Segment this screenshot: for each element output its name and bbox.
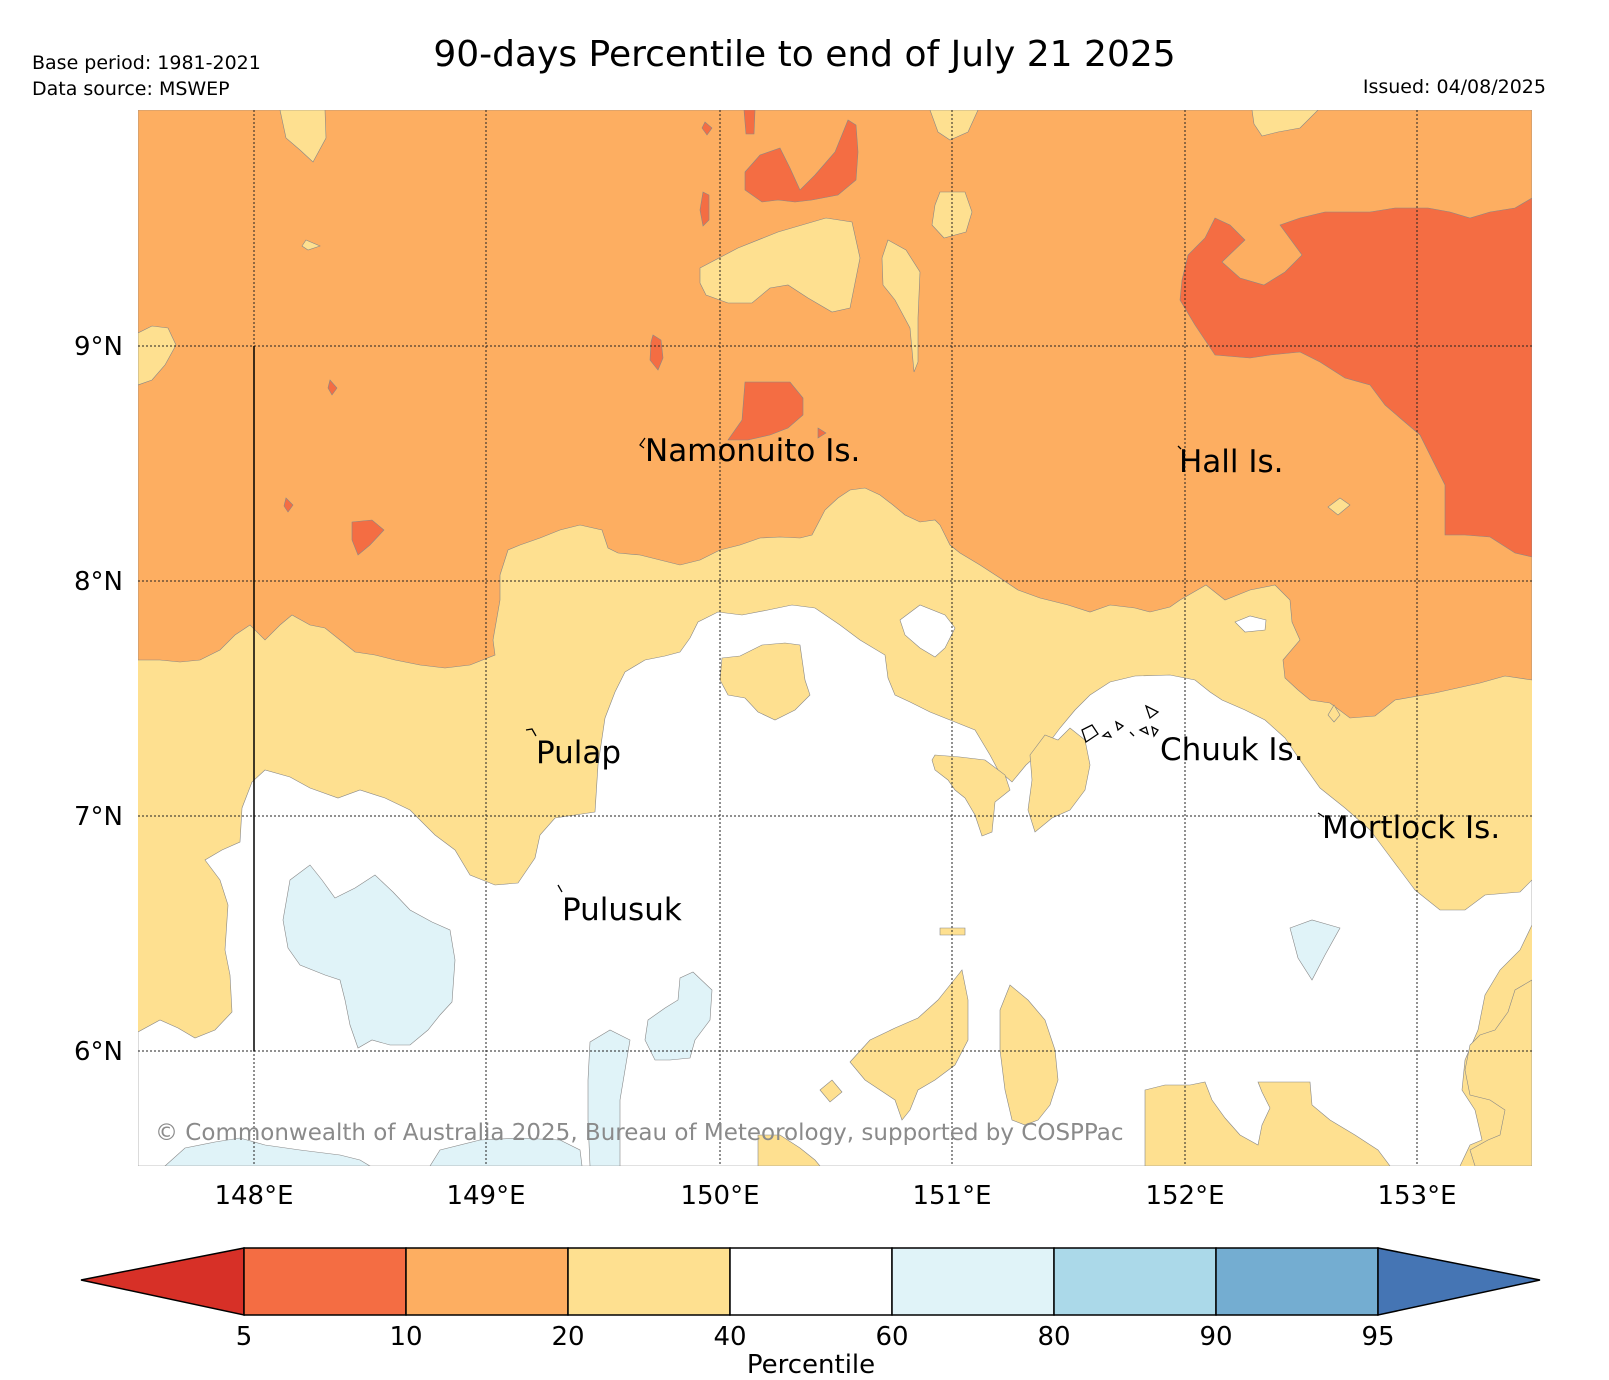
map-metadata: Base period: 1981-2021 Data source: MSWE… — [32, 50, 261, 102]
region-60-80-south-1 — [587, 1029, 631, 1166]
colorbar-segment-20-40 — [567, 1247, 731, 1316]
colorbar — [80, 1247, 1541, 1316]
label-namonuito: Namonuito Is. — [645, 433, 860, 469]
colorbar-label: Percentile — [747, 1350, 875, 1380]
region-20-40-north-center — [699, 217, 861, 313]
region-20-40-north-notch — [279, 110, 327, 163]
base-period: Base period: 1981-2021 — [32, 52, 261, 74]
colorbar-tick-40: 40 — [713, 1322, 746, 1352]
region-5-10-northeast — [1179, 197, 1532, 558]
colorbar-tick-60: 60 — [875, 1322, 908, 1352]
region-20-40-south-2 — [999, 984, 1059, 1126]
colorbar-tick-10: 10 — [389, 1322, 422, 1352]
region-5-10-dot-1 — [327, 379, 338, 396]
lon-tick-149: 149°E — [446, 1181, 525, 1211]
pulusuk-island-outline — [557, 884, 563, 893]
region-40-60-islet-2 — [1234, 615, 1267, 633]
lat-tick-7: 7°N — [74, 802, 123, 832]
region-5-10-dot-4 — [817, 427, 827, 439]
colorbar-ticks: 5 10 20 40 60 80 90 95 — [236, 1322, 1395, 1352]
chuuk-island-outline — [1081, 704, 1160, 744]
region-40-60-south — [138, 604, 1532, 1166]
lon-tick-150: 150°E — [680, 1181, 759, 1211]
label-chuuk: Chuuk Is. — [1160, 732, 1304, 768]
colorbar-segment-10-20 — [405, 1247, 569, 1316]
colorbar-extend-low — [80, 1247, 245, 1316]
label-mortlock: Mortlock Is. — [1322, 810, 1500, 846]
colorbar-extend-high — [1377, 1247, 1541, 1316]
region-60-80-east — [1289, 919, 1341, 981]
colorbar-tick-90: 90 — [1199, 1322, 1232, 1352]
region-20-40-south-5 — [819, 1079, 843, 1103]
label-pulusuk: Pulusuk — [562, 892, 682, 928]
lat-tick-labels: 9°N 8°N 7°N 6°N — [74, 332, 123, 1067]
region-5-10-sliver-2 — [699, 191, 710, 227]
region-60-80-south-2 — [644, 971, 713, 1061]
region-20-40-tiny — [301, 239, 321, 251]
region-20-40-central-1 — [719, 642, 811, 721]
region-5-10-sliver-3 — [743, 110, 756, 135]
region-5-10-west — [351, 519, 385, 556]
data-source: Data source: MSWEP — [32, 78, 230, 100]
lon-tick-153: 153°E — [1377, 1181, 1456, 1211]
region-5-10-center — [727, 381, 804, 441]
region-20-40-ne-top — [1251, 110, 1319, 137]
label-hall: Hall Is. — [1179, 444, 1284, 480]
lat-tick-6: 6°N — [74, 1037, 123, 1067]
colorbar-segment-60-80 — [891, 1247, 1055, 1316]
lon-tick-152: 152°E — [1145, 1181, 1224, 1211]
colorbar-segment-40-60 — [729, 1247, 893, 1316]
hall-island-outline — [1177, 445, 1182, 450]
colorbar-tick-80: 80 — [1037, 1322, 1070, 1352]
region-20-40-southeast — [1464, 979, 1532, 1166]
copyright-notice: © Commonwealth of Australia 2025, Bureau… — [155, 1120, 1124, 1146]
colorbar-segment-5-10 — [243, 1247, 407, 1316]
region-20-40-south-3 — [1144, 1081, 1391, 1166]
region-5-10-sliver-1 — [649, 334, 664, 371]
issued-date: Issued: 04/08/2025 — [1362, 76, 1546, 98]
lat-tick-8: 8°N — [74, 567, 123, 597]
region-5-10-dot-3 — [701, 121, 713, 136]
region-20-40-dot-east — [1327, 704, 1341, 723]
region-20-40-south-4 — [757, 1134, 821, 1166]
region-5-10-north-center — [744, 119, 859, 203]
lon-tick-148: 148°E — [214, 1181, 293, 1211]
region-20-40-chuuk — [1027, 727, 1091, 833]
colorbar-tick-20: 20 — [551, 1322, 584, 1352]
lat-tick-9: 9°N — [74, 332, 123, 362]
region-20-40-north-finger — [881, 239, 921, 373]
region-60-80-west — [282, 864, 456, 1049]
percentile-map — [138, 110, 1532, 1166]
region-60-80-southwest — [164, 1137, 371, 1166]
region-20-40-south-1 — [849, 969, 969, 1121]
lon-tick-151: 151°E — [912, 1181, 991, 1211]
colorbar-tick-5: 5 — [236, 1322, 253, 1352]
region-20-40-east-dot — [1327, 497, 1351, 516]
region-20-40-nw-corner — [138, 325, 177, 386]
colorbar-segment-90-95 — [1215, 1247, 1379, 1316]
map-title: 90-days Percentile to end of July 21 202… — [433, 34, 1176, 75]
colorbar-segment-80-90 — [1053, 1247, 1217, 1316]
lon-tick-labels: 148°E 149°E 150°E 151°E 152°E 153°E — [214, 1181, 1456, 1211]
mortlock-island-outline — [1317, 812, 1325, 818]
place-labels: Namonuito Is. Hall Is. Pulap Chuuk Is. M… — [536, 433, 1500, 928]
label-pulap: Pulap — [536, 735, 621, 771]
region-60-80-bottom — [429, 1137, 583, 1166]
region-5-10-dot-2 — [283, 497, 294, 513]
pulap-island-outline — [525, 728, 537, 737]
region-20-40-north-top — [929, 110, 979, 141]
namonuito-island-outline — [639, 437, 646, 449]
region-40-60-islet — [899, 604, 956, 658]
island-outlines — [525, 437, 1325, 893]
colorbar-tick-95: 95 — [1361, 1322, 1394, 1352]
